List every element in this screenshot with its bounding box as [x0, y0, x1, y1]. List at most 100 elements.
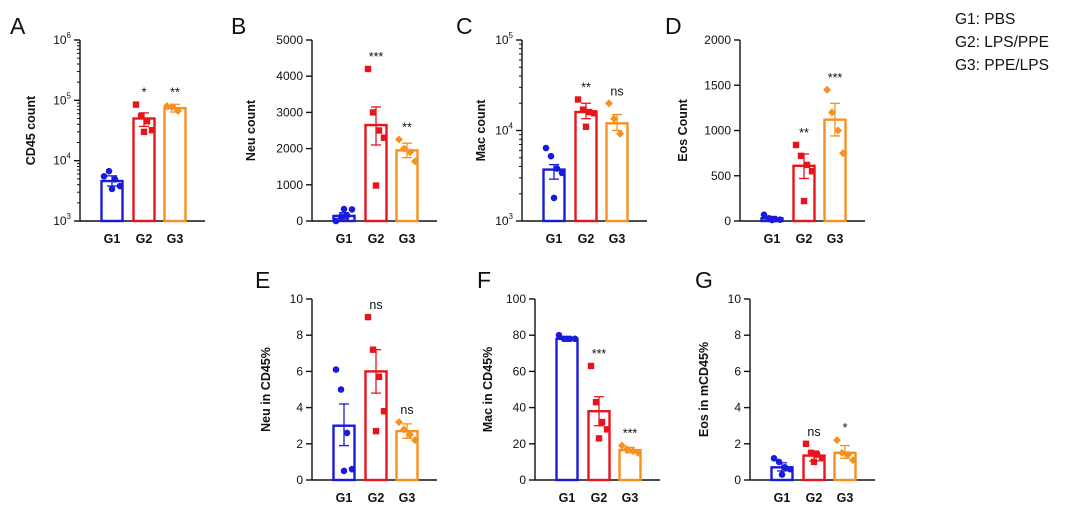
y-tick-label: 104: [53, 152, 71, 168]
significance-label: ns: [610, 84, 623, 98]
y-tick-label: 2000: [704, 33, 731, 47]
x-tick-label: G3: [399, 232, 416, 246]
y-tick-label: 6: [296, 364, 303, 378]
data-point: [380, 134, 388, 141]
y-tick-label: 1000: [704, 124, 731, 138]
bar-g3: [605, 122, 629, 223]
x-tick-label: G2: [368, 232, 385, 246]
data-point: [834, 126, 842, 135]
data-point: [337, 386, 345, 393]
y-tick-label: 0: [296, 473, 303, 487]
data-point: [781, 464, 789, 471]
significance-label: *: [142, 86, 147, 100]
data-point: [792, 141, 800, 149]
y-tick-label: 2: [734, 437, 741, 451]
panel-letter: B: [231, 13, 246, 39]
y-tick-label: 1000: [276, 178, 303, 192]
data-point: [148, 126, 156, 134]
data-point: [400, 144, 408, 153]
data-point: [775, 458, 783, 466]
data-point: [616, 129, 624, 138]
y-tick-label: 10: [728, 292, 742, 306]
y-tick-label: 10: [290, 292, 304, 306]
x-tick-label: G3: [837, 491, 854, 505]
significance-label: ***: [623, 427, 638, 441]
panel-letter: C: [456, 13, 473, 39]
legend-item-g3: G3: PPE/LPS: [955, 57, 1049, 74]
data-point: [768, 216, 776, 224]
data-point: [332, 217, 340, 225]
data-point: [542, 144, 550, 152]
panel-letter: E: [255, 267, 270, 293]
y-axis-title: Eos Count: [676, 98, 690, 161]
data-point: [592, 398, 600, 406]
x-tick-label: G3: [622, 491, 639, 505]
data-point: [105, 167, 113, 175]
data-point: [400, 425, 408, 434]
significance-label: **: [581, 81, 591, 95]
panel-letter: F: [477, 267, 491, 293]
data-point: [369, 109, 377, 116]
data-point: [839, 149, 847, 158]
y-tick-label: 103: [495, 212, 513, 228]
x-tick-label: G3: [827, 232, 844, 246]
data-point: [634, 448, 642, 457]
data-point: [587, 362, 595, 370]
data-point: [547, 152, 555, 160]
y-tick-label: 500: [711, 169, 731, 183]
data-point: [343, 212, 351, 219]
x-tick-label: G2: [136, 232, 153, 246]
y-tick-label: 0: [296, 214, 303, 228]
significance-label: **: [402, 121, 412, 135]
y-tick-label: 104: [495, 122, 513, 138]
x-tick-label: G1: [546, 232, 563, 246]
data-point: [174, 106, 182, 115]
y-tick-label: 106: [53, 31, 71, 47]
x-tick-label: G2: [591, 491, 608, 505]
data-point: [364, 313, 372, 321]
y-axis-title: Neu in CD45%: [259, 347, 273, 432]
x-tick-label: G3: [167, 232, 184, 246]
y-tick-label: 103: [53, 212, 71, 228]
y-tick-label: 0: [519, 473, 526, 487]
data-point: [618, 441, 626, 450]
y-tick-label: 100: [506, 292, 526, 306]
y-tick-label: 1500: [704, 78, 731, 92]
data-point: [803, 161, 811, 169]
data-point: [598, 418, 606, 426]
panel-f: F Mac in CD45% 0 20 40 60 80 100 G1 G2 *** G3 ***: [477, 267, 660, 505]
y-tick-label: 8: [734, 328, 741, 342]
data-point: [340, 467, 348, 475]
data-point: [395, 418, 403, 427]
y-axis-title: Mac in CD45%: [481, 347, 495, 432]
x-tick-label: G1: [336, 491, 353, 505]
data-point: [380, 408, 388, 415]
data-point: [411, 436, 419, 445]
data-point: [340, 205, 348, 213]
data-point: [808, 168, 816, 175]
data-point: [590, 110, 598, 117]
data-point: [610, 114, 618, 123]
panel-letter: A: [10, 13, 26, 39]
data-point: [605, 99, 613, 108]
data-point: [550, 194, 558, 202]
legend-item-g2: G2: LPS/PPE: [955, 34, 1049, 51]
data-point: [582, 123, 590, 130]
data-point: [337, 213, 345, 220]
x-tick-label: G2: [796, 232, 813, 246]
x-tick-label: G2: [578, 232, 595, 246]
data-point: [375, 373, 383, 381]
data-point: [375, 127, 383, 134]
data-point: [563, 335, 571, 343]
y-tick-label: 4: [734, 401, 741, 415]
y-tick-label: 4000: [276, 69, 303, 83]
data-point: [364, 65, 372, 73]
y-axis-title: CD45 count: [24, 95, 38, 165]
panel-letter: G: [695, 267, 713, 293]
y-tick-label: 105: [495, 31, 513, 47]
data-point: [395, 135, 403, 144]
data-point: [137, 112, 145, 120]
data-point: [838, 448, 846, 457]
data-point: [411, 157, 419, 166]
data-point: [132, 101, 140, 108]
